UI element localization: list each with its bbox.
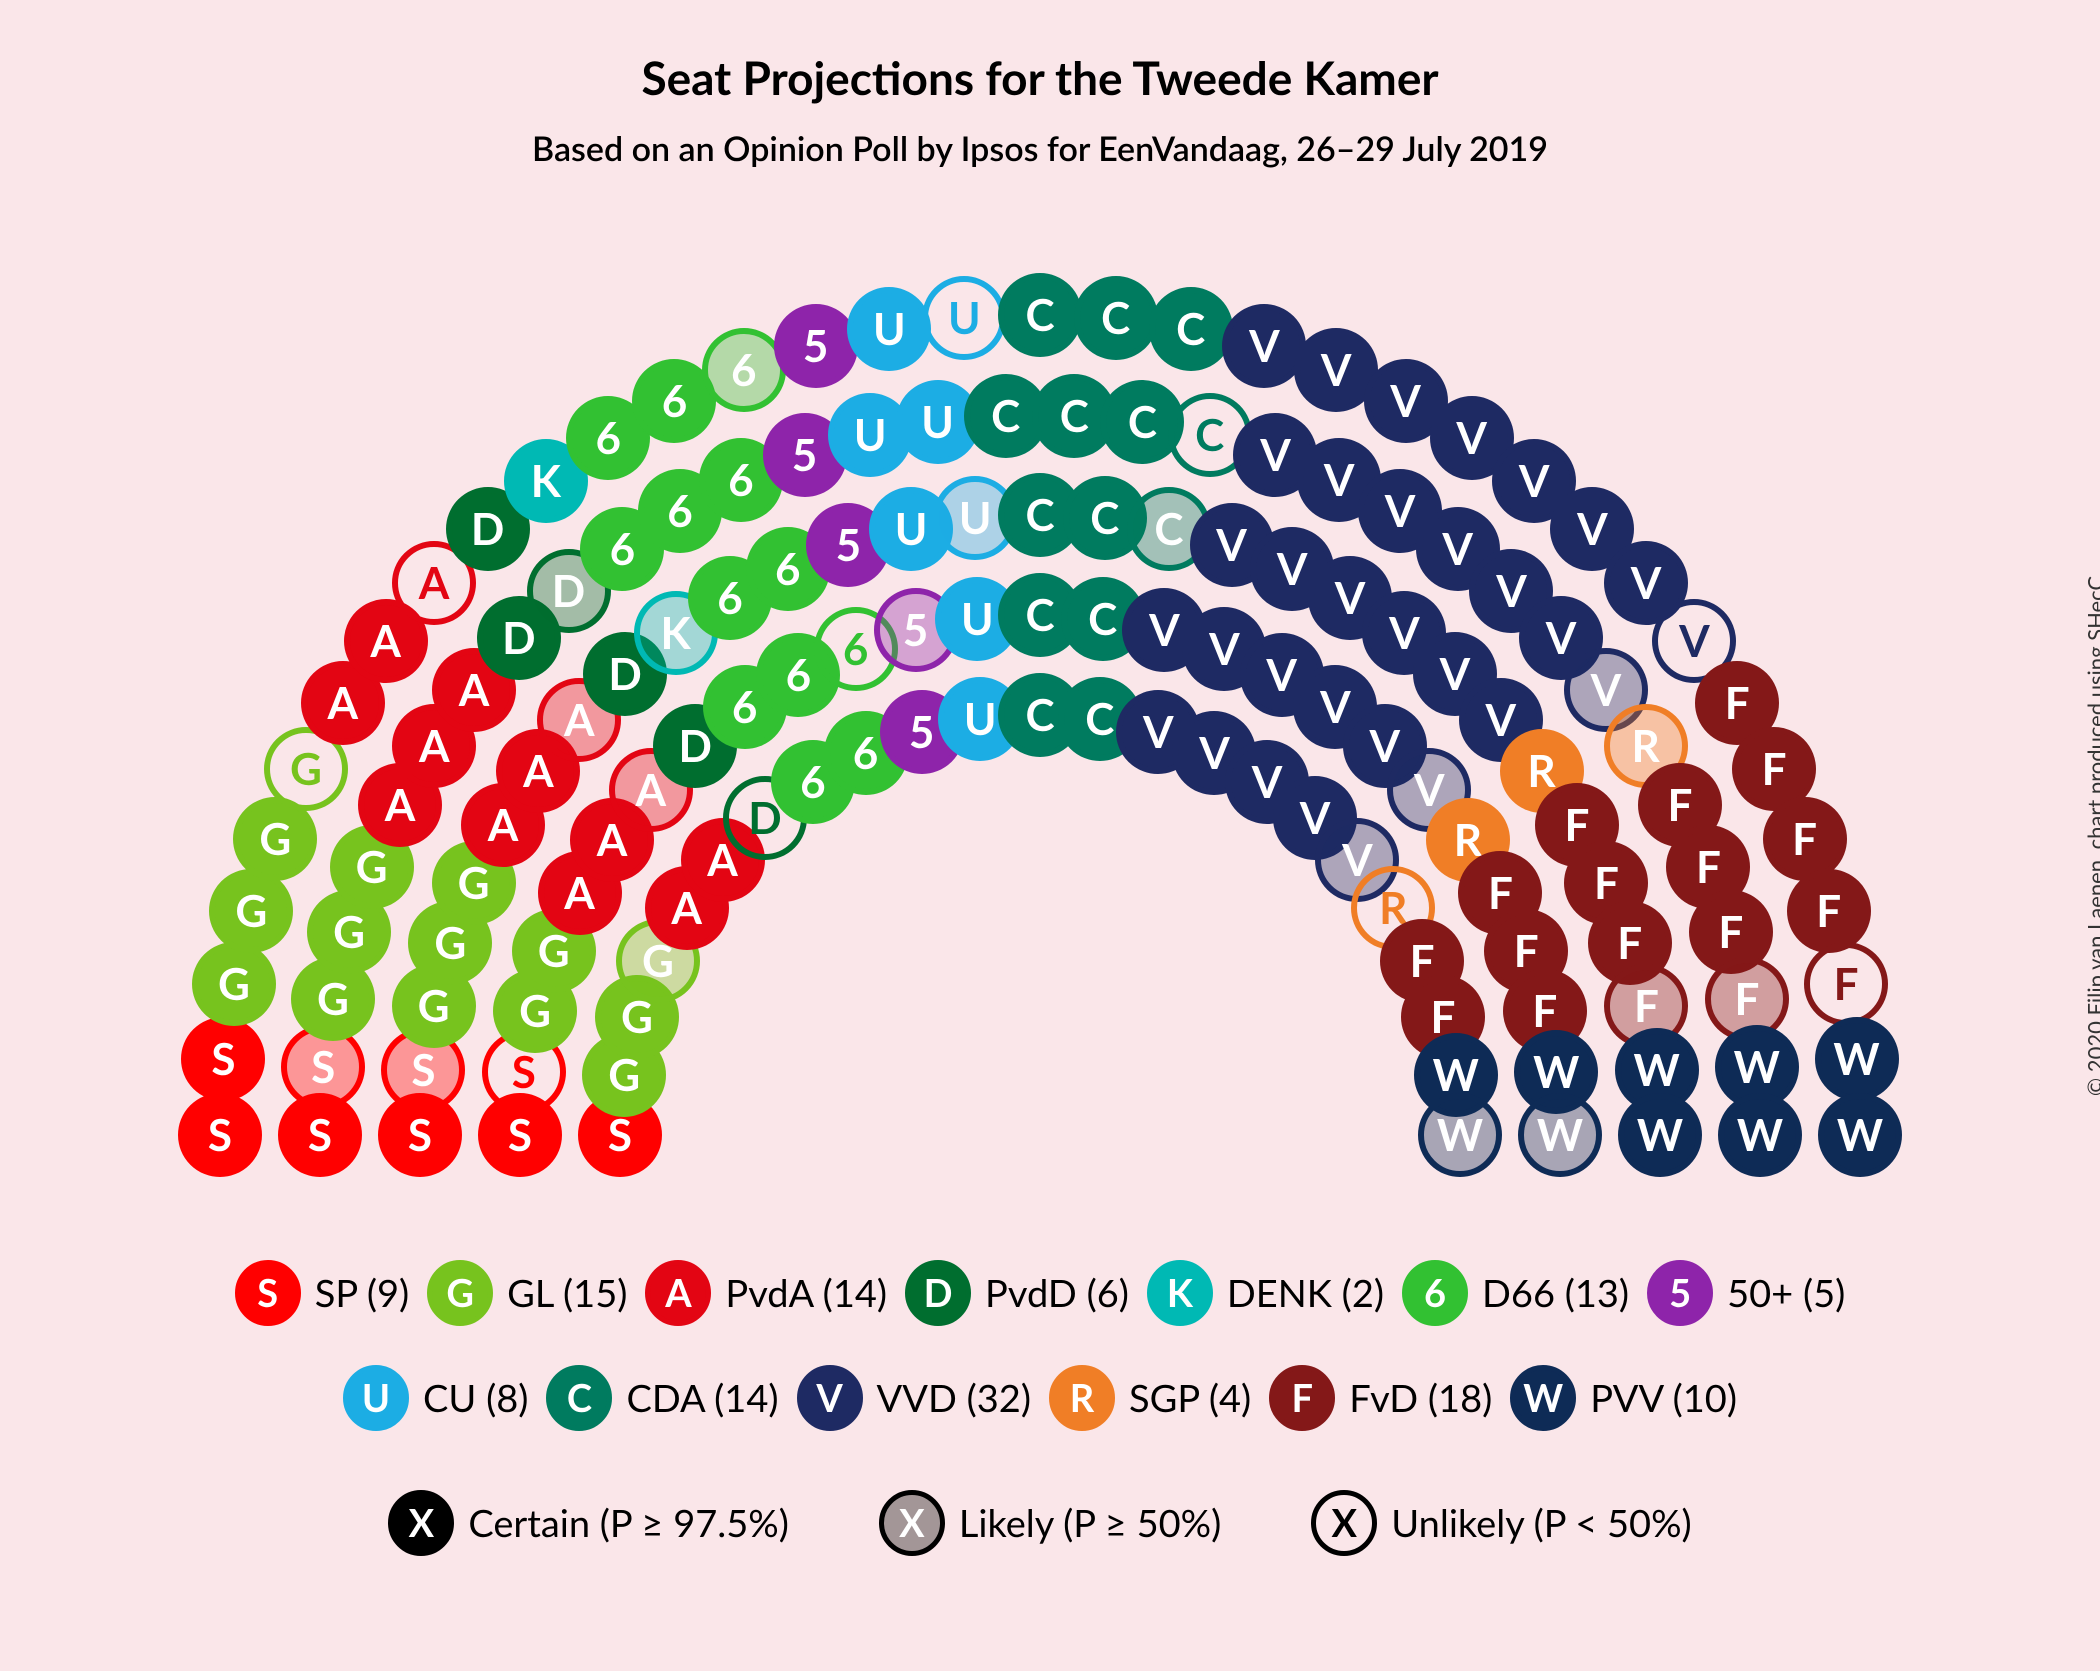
legend-swatch: R [1049, 1365, 1115, 1431]
legend-prob-label: Certain (P ≥ 97.5%) [468, 1500, 789, 1546]
seat-SP: S [181, 1017, 265, 1101]
chart-title: Seat Projections for the Tweede Kamer [0, 50, 2080, 105]
seat-CDA: C [1074, 276, 1158, 360]
legend-label: DENK (2) [1227, 1270, 1384, 1316]
seat-CDA: C [1149, 287, 1233, 371]
legend-swatch: X [1311, 1490, 1377, 1556]
legend-item-SP: S SP (9) [235, 1260, 409, 1326]
legend-item-D66: 6 D66 (13) [1402, 1260, 1629, 1326]
legend-label: PVV (10) [1590, 1375, 1737, 1421]
legend-prob-unlikely: X Unlikely (P < 50%) [1311, 1490, 1691, 1556]
legend-item-50+: 5 50+ (5) [1647, 1260, 1845, 1326]
legend-label: FvD (18) [1349, 1375, 1492, 1421]
legend-label: SP (9) [315, 1270, 409, 1316]
chart-subtitle: Based on an Opinion Poll by Ipsos for Ee… [0, 128, 2080, 169]
legend-swatch: K [1147, 1260, 1213, 1326]
legend-item-PvdA: A PvdA (14) [645, 1260, 887, 1326]
legend-item-DENK: K DENK (2) [1147, 1260, 1384, 1326]
legend-swatch: G [427, 1260, 493, 1326]
seat-CDA: C [998, 273, 1082, 357]
seat-PVV: W [1418, 1093, 1502, 1177]
legend-prob-certain: X Certain (P ≥ 97.5%) [388, 1490, 789, 1556]
legend-label: VVD (32) [877, 1375, 1031, 1421]
legend-swatch: X [879, 1490, 945, 1556]
legend-item-CDA: C CDA (14) [546, 1365, 778, 1431]
legend-party-row: S SP (9) G GL (15) A PvdA (14) D PvdD (6) K DENK … [0, 1260, 2080, 1326]
seat-PVV: W [1718, 1093, 1802, 1177]
seat-SP: S [178, 1093, 262, 1177]
legend-label: GL (15) [507, 1270, 627, 1316]
legend-party-row: U CU (8) C CDA (14) V VVD (32) R SGP (4) F FvD (1… [0, 1365, 2080, 1431]
legend-label: CU (8) [423, 1375, 528, 1421]
seat-FvD: F [1804, 942, 1888, 1026]
legend-item-GL: G GL (15) [427, 1260, 627, 1326]
seat-GL: G [192, 942, 276, 1026]
legend-label: CDA (14) [626, 1375, 778, 1421]
legend-prob-label: Likely (P ≥ 50%) [959, 1500, 1221, 1546]
legend-swatch: 6 [1402, 1260, 1468, 1326]
legend-item-VVD: V VVD (32) [797, 1365, 1031, 1431]
legend-label: 50+ (5) [1727, 1270, 1845, 1316]
seat-PVV: W [1618, 1093, 1702, 1177]
legend-label: PvdD (6) [985, 1270, 1129, 1316]
seat-FvD: F [1787, 869, 1871, 953]
legend-item-SGP: R SGP (4) [1049, 1365, 1251, 1431]
legend-swatch: C [546, 1365, 612, 1431]
legend-swatch: U [343, 1365, 409, 1431]
legend-prob-label: Unlikely (P < 50%) [1391, 1500, 1691, 1546]
seat-GL: G [209, 869, 293, 953]
legend-item-FvD: F FvD (18) [1269, 1365, 1492, 1431]
seat-PVV: W [1815, 1017, 1899, 1101]
legend-label: SGP (4) [1129, 1375, 1251, 1421]
legend-swatch: D [905, 1260, 971, 1326]
seat-50+: 5 [774, 304, 858, 388]
seat-PVV: W [1518, 1093, 1602, 1177]
seat-CU: U [847, 287, 931, 371]
legend-swatch: X [388, 1490, 454, 1556]
seat-CU: U [922, 276, 1006, 360]
legend-probability-row: X Certain (P ≥ 97.5%) X Likely (P ≥ 50%) X Un… [0, 1490, 2080, 1556]
legend-item-CU: U CU (8) [343, 1365, 528, 1431]
legend-item-PVV: W PVV (10) [1510, 1365, 1737, 1431]
seat-PVV: W [1818, 1093, 1902, 1177]
chart-credit: © 2020 Filip van Laenen, chart produced … [2082, 575, 2100, 1095]
legend-swatch: 5 [1647, 1260, 1713, 1326]
legend-swatch: F [1269, 1365, 1335, 1431]
legend-label: PvdA (14) [725, 1270, 887, 1316]
legend-swatch: V [797, 1365, 863, 1431]
legend-label: D66 (13) [1482, 1270, 1629, 1316]
legend-swatch: S [235, 1260, 301, 1326]
seat-FvD: F [1763, 797, 1847, 881]
legend-swatch: A [645, 1260, 711, 1326]
seat-D66: 6 [702, 328, 786, 412]
legend-item-PvdD: D PvdD (6) [905, 1260, 1129, 1326]
legend-prob-likely: X Likely (P ≥ 50%) [879, 1490, 1221, 1556]
legend-swatch: W [1510, 1365, 1576, 1431]
